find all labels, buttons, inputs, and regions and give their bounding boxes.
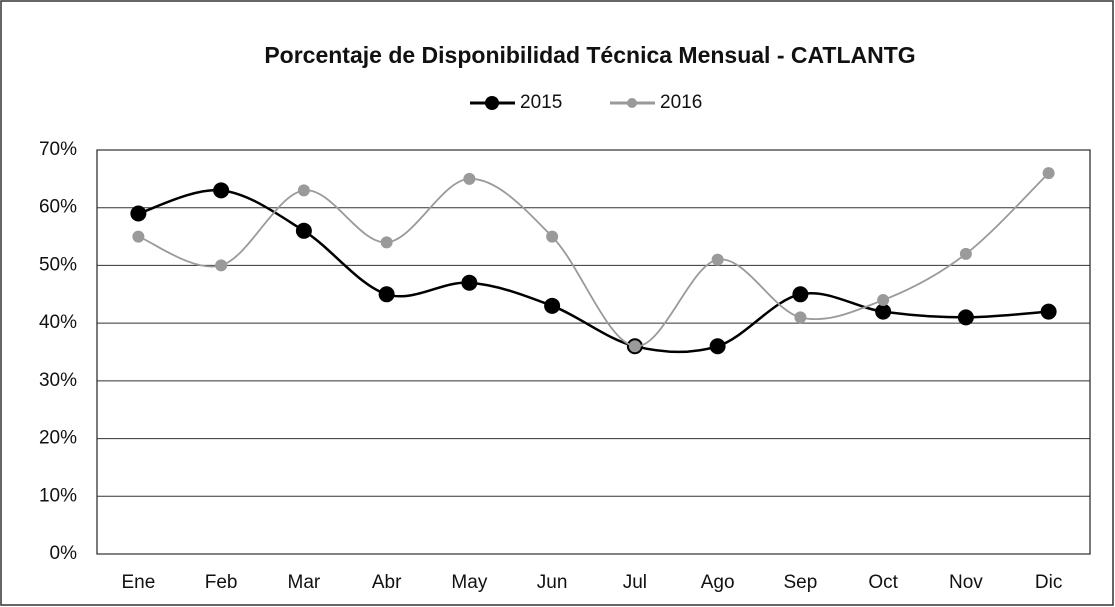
data-point [378, 286, 395, 303]
x-tick-label: Ago [701, 572, 735, 593]
x-tick-label: Nov [949, 572, 983, 593]
data-point [711, 253, 724, 266]
x-tick-label: Mar [288, 572, 321, 593]
x-tick-label: Sep [783, 572, 817, 593]
x-tick-label: May [451, 572, 487, 593]
data-point [628, 340, 641, 353]
y-tick-label: 40% [39, 312, 77, 333]
x-tick-label: Oct [868, 572, 898, 593]
data-point [295, 222, 312, 239]
data-point [957, 309, 974, 326]
data-point [877, 294, 890, 307]
y-tick-label: 70% [39, 139, 77, 160]
x-tick-label: Ene [121, 572, 155, 593]
x-tick-label: Jul [623, 572, 647, 593]
data-point [463, 172, 476, 185]
y-tick-label: 20% [39, 428, 77, 449]
data-point [794, 311, 807, 324]
y-tick-label: 60% [39, 197, 77, 218]
chart-title: Porcentaje de Disponibilidad Técnica Men… [264, 42, 915, 68]
legend-label: 2015 [520, 92, 562, 113]
y-tick-label: 50% [39, 254, 77, 275]
data-point [132, 230, 145, 243]
data-point [959, 247, 972, 260]
data-point [792, 286, 809, 303]
y-tick-label: 0% [50, 543, 78, 564]
data-point [130, 205, 147, 222]
data-point [875, 303, 892, 320]
x-tick-label: Abr [372, 572, 402, 593]
x-tick-label: Feb [205, 572, 238, 593]
data-point [709, 338, 726, 355]
data-point [380, 236, 393, 249]
y-tick-label: 10% [39, 485, 77, 506]
legend-marker [627, 98, 637, 108]
legend-marker [485, 96, 499, 110]
legend-label: 2016 [660, 92, 702, 113]
data-point [297, 184, 310, 197]
x-tick-label: Jun [537, 572, 568, 593]
data-point [1040, 303, 1057, 320]
y-tick-label: 30% [39, 370, 77, 391]
data-point [461, 274, 478, 291]
data-point [544, 297, 561, 314]
x-tick-label: Dic [1035, 572, 1062, 593]
data-point [1042, 167, 1055, 180]
data-point [213, 182, 230, 199]
data-point [546, 230, 559, 243]
data-point [215, 259, 228, 272]
